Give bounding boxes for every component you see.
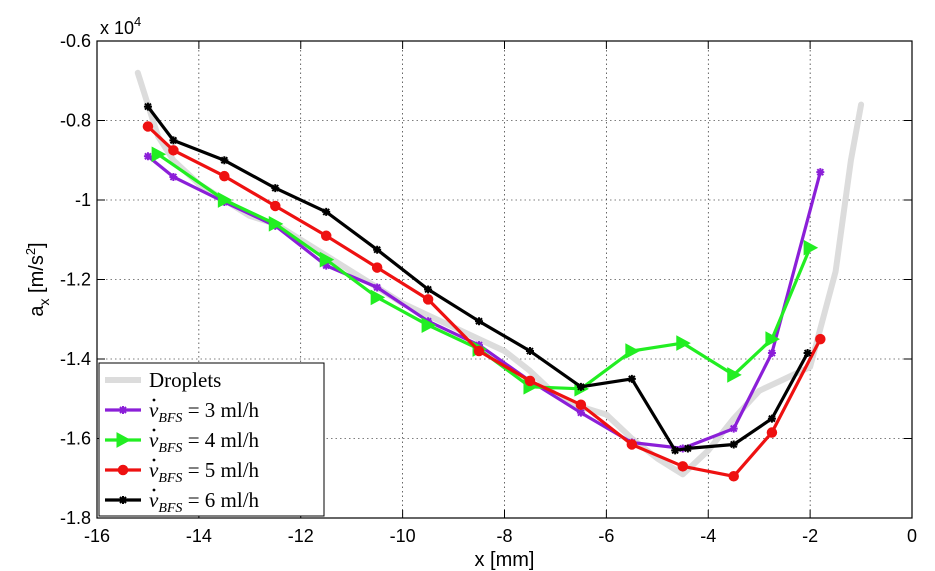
y-exponent-label: x 104 [100, 14, 141, 38]
legend-dot-accent [152, 428, 156, 432]
data-point [475, 317, 484, 326]
data-point [729, 424, 738, 433]
x-tick-label: -8 [496, 526, 512, 546]
data-point [322, 261, 331, 270]
data-point [270, 200, 281, 212]
data-point [766, 427, 778, 438]
axis-ticks [96, 40, 913, 519]
x-tick-label: -12 [288, 526, 314, 546]
legend-label: vBFS = 4 ml/h [149, 428, 260, 456]
data-point [676, 335, 691, 351]
data-point [765, 331, 780, 347]
y-tick-label: -1.6 [60, 429, 91, 449]
data-point [803, 239, 819, 256]
data-point [625, 343, 640, 359]
data-point [169, 136, 178, 145]
data-point [803, 349, 812, 358]
data-point [815, 333, 826, 345]
data-point [575, 399, 587, 410]
data-point [626, 439, 638, 450]
data-point [727, 367, 742, 383]
x-tick-label: 0 [907, 526, 917, 546]
data-point [143, 102, 152, 111]
legend-marker [119, 406, 127, 414]
series-layer [134, 69, 865, 482]
data-point [169, 172, 178, 181]
data-point [373, 283, 382, 292]
data-point [473, 345, 485, 357]
y-tick-label: -1.2 [60, 270, 91, 290]
data-point [151, 146, 167, 163]
series-line [146, 104, 810, 452]
data-point [728, 471, 739, 482]
data-point [319, 251, 335, 268]
data-point [322, 207, 331, 216]
data-point [576, 382, 585, 391]
y-tick-label: -1.8 [60, 508, 91, 528]
data-point [729, 440, 738, 449]
data-point [370, 289, 386, 306]
y-axis-label: ax [m/s2] [23, 242, 52, 316]
data-point [219, 170, 230, 182]
data-point [422, 294, 434, 305]
legend-dot-accent [152, 458, 156, 462]
data-point [143, 152, 152, 161]
data-point [168, 145, 179, 156]
legend-label: vBFS = 6 ml/h [149, 488, 260, 516]
data-point [373, 245, 382, 254]
legend-marker [116, 432, 132, 448]
data-point [683, 444, 692, 453]
legend-label: Droplets [149, 368, 221, 392]
legend-label: vBFS = 5 ml/h [149, 458, 260, 486]
x-tick-label: -6 [598, 526, 614, 546]
legend-dot-accent [152, 398, 156, 402]
data-point [424, 285, 433, 294]
data-point [767, 349, 776, 358]
data-point [677, 461, 689, 472]
data-point [524, 375, 536, 387]
x-tick-label: -2 [802, 526, 818, 546]
y-tick-label: -0.8 [60, 111, 91, 131]
data-point [671, 446, 680, 455]
data-point [142, 121, 154, 132]
data-point [525, 347, 534, 356]
series-line [156, 152, 812, 391]
legend-dot-accent [152, 488, 156, 492]
x-tick-label: -10 [390, 526, 416, 546]
data-point [271, 184, 280, 193]
data-point [627, 374, 636, 383]
y-tick-label: -1 [75, 190, 91, 210]
data-point [421, 317, 437, 334]
tick-labels: -16 -14 -12 -10 -8 -6 -4 -2 0 -1.8 -1.6 -1.4 -1.2 -1 -… [60, 31, 917, 546]
series-3 [142, 121, 826, 482]
x-tick-label: -4 [700, 526, 716, 546]
data-point [320, 230, 332, 242]
data-point [268, 216, 284, 232]
data-point [767, 414, 776, 423]
data-point [816, 168, 825, 177]
y-tick-label: -1.4 [60, 349, 91, 369]
legend-marker [117, 464, 129, 476]
data-point [220, 156, 229, 165]
x-axis-label: x [mm] [475, 549, 535, 571]
legend-marker [119, 496, 127, 504]
series-4 [143, 102, 812, 455]
x-tick-label: -14 [186, 526, 212, 546]
data-point [217, 192, 233, 208]
data-point [371, 262, 383, 273]
legend-label: vBFS = 3 ml/h [149, 398, 260, 426]
x-tick-label: -16 [84, 526, 110, 546]
data-point [576, 408, 585, 417]
y-tick-label: -0.6 [60, 31, 91, 51]
